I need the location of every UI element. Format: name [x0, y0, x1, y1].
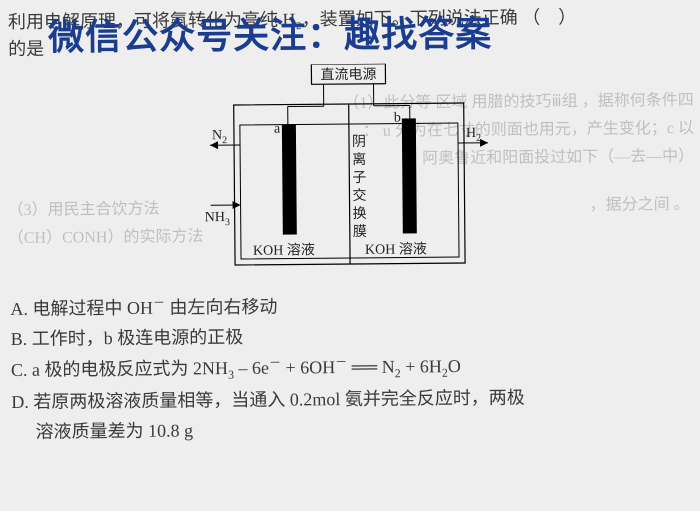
- option-d-line1: D. 若原两极溶液质量相等，当通入 0.2mol 氨并完全反应时，两极: [11, 383, 691, 416]
- svg-text:交: 交: [352, 187, 366, 204]
- svg-text:换: 换: [353, 205, 367, 222]
- label-a: a: [274, 122, 281, 137]
- electrolysis-diagram: 直流电源 a b N2: [203, 63, 495, 286]
- option-a: A. 电解过程中 OH－ 由左向右移动: [10, 289, 690, 323]
- options: A. 电解过程中 OH－ 由左向右移动 B. 工作时，b 极连电源的正极 C. …: [10, 289, 691, 446]
- option-c: C. a 极的电极反应式为 2NH3 – 6e－ + 6OH－ ══ N2 + …: [11, 350, 691, 386]
- svg-text:离: 离: [352, 151, 366, 168]
- paren-close: ）: [558, 7, 576, 27]
- label-h2: H2: [466, 126, 481, 144]
- paren-open: （: [522, 7, 540, 27]
- membrane-label: 阴: [352, 134, 366, 150]
- label-b: b: [394, 111, 401, 126]
- wechat-watermark: 微信公众号关注：趣找答案: [48, 7, 492, 65]
- option-d-line2: 溶液质量差为 10.8 g: [11, 413, 691, 446]
- svg-text:子: 子: [352, 170, 366, 186]
- left-solution: KOH 溶液: [253, 242, 315, 259]
- option-b: B. 工作时，b 极连电源的正极: [11, 320, 691, 353]
- label-nh3: NH3: [205, 210, 230, 228]
- power-label: 直流电源: [320, 66, 376, 83]
- right-solution: KOH 溶液: [365, 241, 427, 258]
- svg-text:膜: 膜: [353, 224, 367, 240]
